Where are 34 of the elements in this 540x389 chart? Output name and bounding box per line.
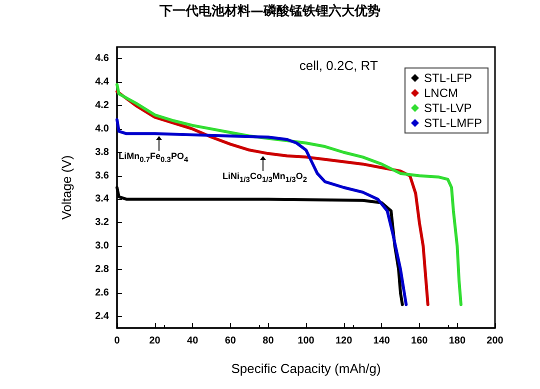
y-axis-title: Voltage (V) [59,155,74,220]
y-tick-label: 4.0 [95,123,110,134]
annotation: LiMn$_{0.7}$Fe$_{0.3}$PO$_{4}$ [118,150,188,164]
y-tick-label: 4.4 [95,76,110,88]
x-tick-label: 180 [448,336,466,346]
x-tick-label: 20 [149,336,161,346]
chart-title: 下一代电池材料—磷酸锰铁锂六大优势 [158,2,382,20]
x-tick-label: 140 [373,336,390,346]
line-series [116,118,408,306]
x-axis-title: Specific Capacity (mAh/g) [231,361,381,376]
y-tick-label: 3.4 [95,194,110,205]
y-tick-label: 3.2 [95,217,110,228]
y-tick-label: 4.2 [95,100,110,112]
y-tick-label: 2.4 [95,310,110,322]
legend-label: STL-LMFP [424,116,482,130]
x-tick-label: 80 [262,336,274,346]
annotation: cell, 0.2C, RT [299,58,378,73]
y-tick-label: 3.6 [95,170,110,182]
x-tick-label: 120 [335,336,353,346]
y-tick-label: 2.8 [95,264,110,275]
y-tick-label: 4.6 [95,53,110,64]
x-tick-label: 60 [224,336,236,346]
legend-label: STL-LVP [424,101,472,115]
y-tick-label: 3.0 [95,240,110,252]
x-tick-label: 200 [486,336,504,346]
x-tick-label: 160 [411,336,428,346]
y-tick-label: 3.8 [95,146,110,158]
x-tick-label: 0 [114,336,120,346]
legend-label: STL-LFP [424,71,472,85]
annotation: LiNi$_{1/3}$Co$_{1/3}$Mn$_{1/3}$O$_{2}$ [222,170,308,184]
legend-label: LNCM [424,86,458,100]
y-tick-label: 2.6 [95,287,110,298]
x-tick-label: 100 [298,336,315,346]
x-tick-label: 40 [187,336,199,346]
